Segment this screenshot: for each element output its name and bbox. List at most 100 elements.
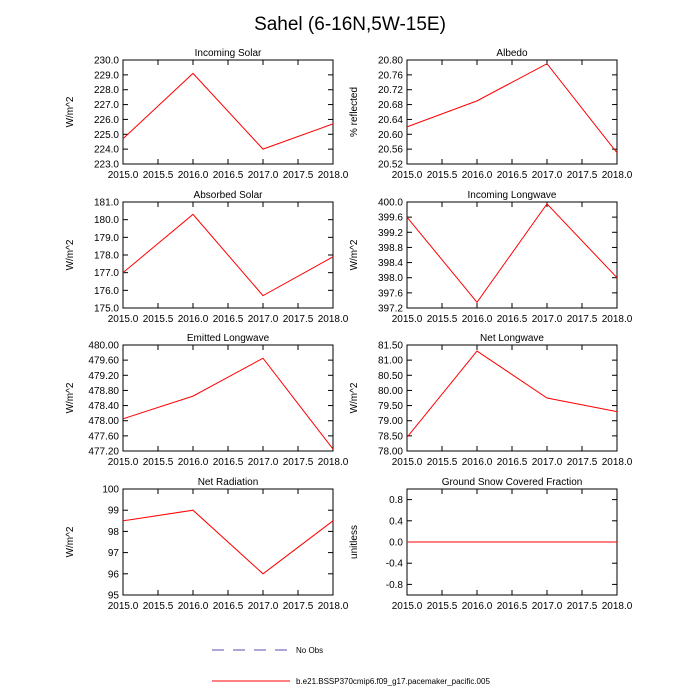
y-tick-label: 223.0 [94,160,119,171]
chart-title: Albedo [496,48,528,59]
y-tick-label: 20.64 [378,115,403,126]
chart-incoming-longwave: Incoming Longwave W/m^2 397.2 397.6 398.0 398… [349,190,633,325]
y-tick-label: 100 [102,485,119,496]
y-axis-label: W/m^2 [65,239,76,270]
x-tick-label: 2016.0 [462,601,493,612]
y-tick-label: 397.2 [378,304,403,315]
y-tick-label: 398.0 [378,273,403,284]
x-tick-label: 2015.0 [108,314,139,325]
x-tick-label: 2018.0 [602,314,633,325]
y-tick-label: 0.8 [389,495,403,506]
x-tick-label: 2016.5 [497,314,528,325]
x-tick-label: 2016.0 [462,170,493,181]
chart-net-longwave: Net Longwave W/m^2 78.00 78.50 79.00 79.50 80.… [349,333,633,468]
y-tick-label: 80.50 [378,371,403,382]
x-tick-label: 2018.0 [602,457,633,468]
y-tick-label: 230.0 [94,56,119,67]
x-tick-label: 2018.0 [318,314,349,325]
y-tick-label: 81.50 [378,341,403,352]
x-tick-label: 2016.0 [462,314,493,325]
y-tick-label: 478.00 [88,416,119,427]
x-tick-label: 2017.0 [532,314,563,325]
y-tick-label: 20.68 [378,100,403,111]
x-tick-label: 2016.5 [497,457,528,468]
x-tick-label: 2015.0 [392,170,423,181]
chart-title: Ground Snow Covered Fraction [442,477,583,488]
x-tick-label: 2018.0 [602,170,633,181]
y-tick-label: 79.50 [378,401,403,412]
y-axis-label: unitless [349,525,360,559]
x-tick-label: 2015.0 [108,601,139,612]
x-tick-label: 2016.5 [497,601,528,612]
x-tick-label: 2017.0 [248,457,279,468]
x-tick-label: 2017.0 [532,170,563,181]
x-tick-label: 2017.5 [567,170,598,181]
series-line [406,63,618,154]
x-tick-label: 2015.0 [108,170,139,181]
x-tick-label: 2015.0 [392,457,423,468]
chart-title: Incoming Longwave [468,190,557,201]
x-tick-label: 2017.5 [567,601,598,612]
chart-net-radiation: Net Radiation W/m^2 95 96 97 98 99 100 2015.0 201… [65,477,349,612]
y-tick-label: 20.72 [378,85,403,96]
x-tick-label: 2015.5 [143,170,174,181]
y-tick-label: 96 [108,569,120,580]
x-tick-label: 2018.0 [318,170,349,181]
chart-absorbed-solar: Absorbed Solar W/m^2 175.0 176.0 177.0 178.0 1… [65,190,349,325]
x-tick-label: 2015.5 [143,314,174,325]
chart-title: Emitted Longwave [187,333,270,344]
x-tick-label: 2017.0 [248,601,279,612]
x-tick-label: 2016.0 [178,601,209,612]
y-tick-label: 178.0 [94,251,119,262]
y-tick-label: 20.56 [378,145,403,156]
series-line [122,509,334,575]
x-tick-label: 2015.0 [108,457,139,468]
legend-label-run: b.e21.BSSP370cmip6.f09_g17.pacemaker_pac… [296,677,490,686]
x-tick-label: 2015.5 [143,457,174,468]
y-tick-label: 229.0 [94,70,119,81]
x-tick-label: 2017.0 [248,170,279,181]
y-tick-label: 175.0 [94,304,119,315]
chart-title: Net Longwave [480,333,544,344]
y-tick-label: 177.0 [94,268,119,279]
series-line [406,350,618,438]
chart-title: Absorbed Solar [194,190,264,201]
y-tick-label: 398.8 [378,243,403,254]
y-axis-label: W/m^2 [349,239,360,270]
panels: Incoming Solar W/m^2 223.0 224.0 225.0 226.0 2… [65,48,633,612]
y-tick-label: 399.2 [378,228,403,239]
plot-frame [122,59,334,165]
x-tick-label: 2016.0 [178,314,209,325]
y-axis-label: W/m^2 [349,382,360,413]
y-tick-label: 225.0 [94,130,119,141]
x-tick-label: 2016.0 [178,170,209,181]
plot-frame [122,344,334,452]
x-tick-label: 2017.5 [283,457,314,468]
x-tick-label: 2017.5 [283,601,314,612]
y-tick-label: 179.0 [94,233,119,244]
x-tick-label: 2016.5 [213,314,244,325]
x-tick-label: 2015.5 [143,601,174,612]
x-tick-label: 2017.5 [567,314,598,325]
x-tick-label: 2016.0 [178,457,209,468]
y-tick-label: 20.52 [378,160,403,171]
figure-title: Sahel (6-16N,5W-15E) [254,14,446,35]
y-axis-label: W/m^2 [65,526,76,557]
y-tick-label: -0.4 [386,559,404,570]
y-tick-label: 227.0 [94,100,119,111]
y-tick-label: 95 [108,591,120,602]
y-tick-label: 0.4 [389,516,403,527]
y-tick-label: 397.6 [378,288,403,299]
x-tick-label: 2015.0 [392,601,423,612]
series-line [122,72,334,150]
y-tick-label: 226.0 [94,115,119,126]
y-tick-label: 97 [108,548,120,559]
y-tick-label: 98 [108,527,120,538]
y-axis-label: % reflected [349,87,360,137]
y-tick-label: 181.0 [94,198,119,209]
legend: No Obs b.e21.BSSP370cmip6.f09_g17.pacema… [212,646,490,686]
x-tick-label: 2016.5 [213,457,244,468]
series-line [406,203,618,304]
y-tick-label: 480.00 [88,341,119,352]
